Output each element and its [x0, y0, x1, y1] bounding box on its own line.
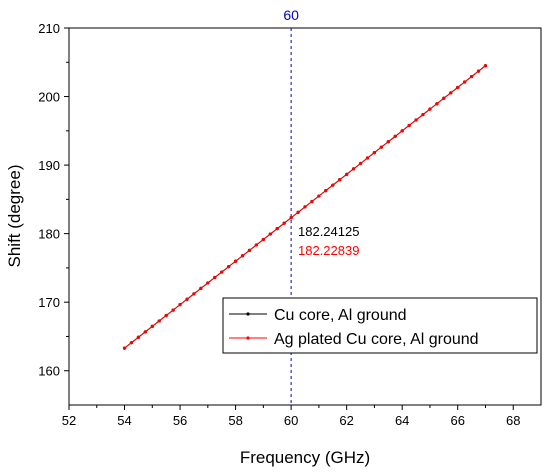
- legend-label-ag: Ag plated Cu core, Al ground: [274, 331, 479, 348]
- data-point: [296, 210, 300, 214]
- data-point: [289, 216, 293, 220]
- x-tick-label: 60: [284, 413, 298, 428]
- data-point: [358, 161, 363, 166]
- y-tick-label: 180: [38, 227, 60, 242]
- x-tick-label: 52: [62, 413, 76, 428]
- series-layer: [122, 64, 488, 350]
- data-point: [233, 259, 238, 263]
- data-point: [435, 102, 439, 106]
- data-point: [463, 80, 467, 84]
- data-point: [261, 237, 265, 242]
- data-point: [129, 341, 134, 345]
- data-point: [310, 199, 314, 204]
- data-point: [150, 324, 154, 328]
- annotation-value-ag: 182.22839: [298, 243, 359, 258]
- data-point: [386, 140, 390, 144]
- legend-marker-ag: [246, 336, 250, 340]
- data-point: [206, 281, 210, 285]
- data-point: [345, 172, 349, 176]
- data-point: [379, 145, 383, 149]
- y-axis-label: Shift (degree): [5, 165, 24, 268]
- data-point: [407, 123, 411, 128]
- data-point: [247, 248, 252, 252]
- data-point: [372, 150, 377, 155]
- data-point: [414, 118, 418, 122]
- data-point: [338, 178, 342, 182]
- plot-frame: [68, 27, 542, 406]
- x-axis-label: Frequency (GHz): [240, 448, 370, 467]
- x-tick-label: 62: [339, 413, 353, 428]
- y-axis-ticks: 160 170 180 190 200 210: [38, 21, 69, 379]
- reference-line-label: 60: [283, 7, 299, 23]
- x-tick-label: 66: [450, 413, 464, 428]
- data-point: [171, 308, 175, 312]
- data-point: [164, 313, 168, 318]
- data-point: [185, 297, 189, 301]
- data-point: [456, 85, 460, 90]
- data-point: [178, 303, 182, 307]
- data-point: [365, 156, 370, 160]
- x-tick-label: 64: [395, 413, 409, 428]
- data-point: [476, 69, 481, 73]
- data-point: [254, 243, 259, 247]
- y-tick-label: 170: [38, 295, 60, 310]
- x-tick-label: 58: [228, 413, 242, 428]
- y-tick-label: 200: [38, 90, 60, 105]
- annotation-value-cu: 182.24125: [298, 224, 359, 239]
- data-point: [220, 270, 224, 274]
- data-point: [275, 227, 279, 231]
- x-tick-label: 54: [117, 413, 131, 428]
- data-point: [449, 91, 453, 95]
- y-tick-label: 190: [38, 158, 60, 173]
- legend-box: [222, 297, 538, 354]
- data-point: [268, 232, 272, 236]
- data-point: [428, 107, 432, 111]
- data-point: [483, 64, 488, 68]
- y-tick-label: 210: [38, 21, 60, 36]
- y-tick-label: 160: [38, 364, 60, 379]
- data-point: [136, 335, 141, 339]
- data-point: [143, 330, 147, 334]
- x-tick-label: 56: [173, 413, 187, 428]
- data-point: [157, 319, 161, 323]
- legend-label-cu: Cu core, Al ground: [274, 307, 407, 324]
- data-point: [282, 221, 286, 225]
- data-point: [317, 194, 321, 198]
- data-point: [442, 96, 446, 100]
- series-1: [122, 64, 488, 350]
- legend-marker-cu: [246, 312, 250, 316]
- data-point: [227, 265, 231, 269]
- data-point: [469, 74, 474, 79]
- data-point: [400, 129, 404, 133]
- data-point: [122, 346, 127, 350]
- data-point: [213, 275, 217, 280]
- data-point: [421, 112, 425, 117]
- data-point: [199, 286, 203, 290]
- data-point: [240, 254, 245, 258]
- legend: Cu core, Al ground Ag plated Cu core, Al…: [222, 297, 538, 354]
- data-point: [351, 167, 356, 171]
- data-point: [393, 134, 397, 138]
- data-point: [331, 183, 335, 187]
- data-point: [324, 189, 328, 193]
- data-point: [303, 205, 307, 209]
- x-tick-label: 68: [506, 413, 520, 428]
- x-axis-ticks: 52 54 56 58 60 62 64 66 68: [62, 405, 520, 428]
- data-point: [192, 292, 196, 296]
